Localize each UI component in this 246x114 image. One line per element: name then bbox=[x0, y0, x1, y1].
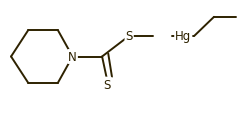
Text: Hg: Hg bbox=[175, 30, 191, 43]
Text: N: N bbox=[68, 51, 77, 63]
Text: S: S bbox=[103, 78, 111, 91]
Text: S: S bbox=[125, 30, 133, 43]
